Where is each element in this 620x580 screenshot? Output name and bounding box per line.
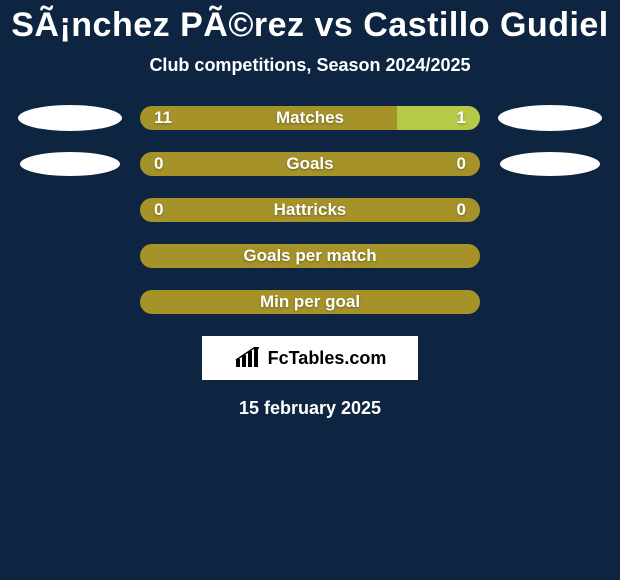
bar-right: 0 (310, 152, 480, 176)
left-slot (0, 152, 140, 176)
value-right: 0 (457, 200, 466, 220)
left-slot (0, 105, 140, 131)
logo-text: FcTables.com (268, 348, 387, 369)
stat-bar: 00Goals (140, 152, 480, 176)
bar-right: 1 (397, 106, 480, 130)
bar-left (140, 244, 466, 268)
bar-left: 11 (140, 106, 397, 130)
player-ellipse-right (498, 105, 602, 131)
value-left: 0 (154, 200, 163, 220)
date: 15 february 2025 (0, 398, 620, 419)
bar-right (466, 244, 480, 268)
stat-bar: 00Hattricks (140, 198, 480, 222)
stat-row: 00Hattricks (0, 198, 620, 222)
value-right: 1 (457, 108, 466, 128)
bar-right (466, 290, 480, 314)
right-slot (480, 105, 620, 131)
value-left: 11 (154, 108, 172, 128)
bar-left (140, 290, 466, 314)
chart-icon (234, 347, 262, 369)
bar-right: 0 (310, 198, 480, 222)
bar-left: 0 (140, 152, 310, 176)
subtitle: Club competitions, Season 2024/2025 (0, 55, 620, 76)
comparison-rows: 111Matches00Goals00HattricksGoals per ma… (0, 106, 620, 314)
page-title: SÃ¡nchez PÃ©rez vs Castillo Gudiel (0, 6, 620, 45)
player-ellipse-left (18, 105, 122, 131)
stat-row: Goals per match (0, 244, 620, 268)
stat-row: 111Matches (0, 106, 620, 130)
player-ellipse-left (20, 152, 120, 176)
bar-left: 0 (140, 198, 310, 222)
player-ellipse-right (500, 152, 600, 176)
stat-bar: Goals per match (140, 244, 480, 268)
value-right: 0 (457, 154, 466, 174)
right-slot (480, 152, 620, 176)
logo-box: FcTables.com (202, 336, 418, 380)
value-left: 0 (154, 154, 163, 174)
stat-row: Min per goal (0, 290, 620, 314)
stat-bar: 111Matches (140, 106, 480, 130)
stat-row: 00Goals (0, 152, 620, 176)
stat-bar: Min per goal (140, 290, 480, 314)
